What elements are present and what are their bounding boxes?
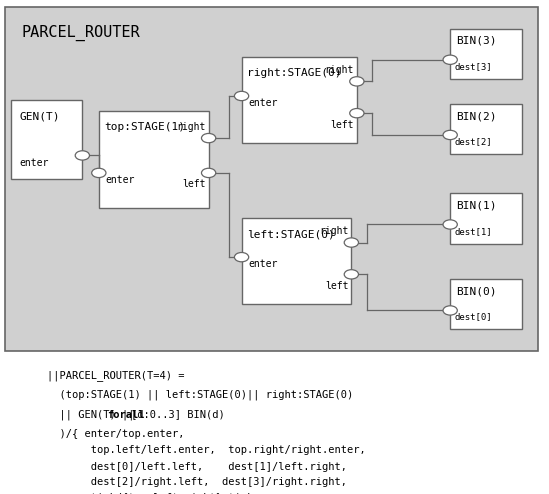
FancyBboxPatch shape [450,194,522,244]
Circle shape [234,91,249,101]
Text: enter: enter [248,259,278,269]
Text: dest[0]: dest[0] [455,313,492,322]
Text: left: left [182,179,206,189]
Circle shape [344,238,358,247]
Text: [d:0..3] BIN(d): [d:0..3] BIN(d) [131,410,225,419]
FancyBboxPatch shape [450,280,522,329]
Text: BIN(2): BIN(2) [456,111,496,121]
Text: dest[2]: dest[2] [455,137,492,146]
Circle shape [92,168,106,177]
FancyBboxPatch shape [11,100,82,179]
Circle shape [201,133,216,143]
Circle shape [350,77,364,86]
Text: )/{ enter/top.enter,: )/{ enter/top.enter, [47,429,184,439]
FancyBboxPatch shape [242,57,357,143]
Text: (top:STAGE(1) || left:STAGE(0)|| right:STAGE(0): (top:STAGE(1) || left:STAGE(0)|| right:S… [47,390,353,400]
Text: ||PARCEL_ROUTER(T=4) =: ||PARCEL_ROUTER(T=4) = [47,370,184,381]
Text: top:STAGE(1): top:STAGE(1) [104,122,186,132]
Text: right: right [319,226,349,236]
Text: right:STAGE(0): right:STAGE(0) [247,68,341,78]
Circle shape [443,130,457,140]
Text: dest[0]/left.left,    dest[1]/left.right,: dest[0]/left.left, dest[1]/left.right, [47,461,346,472]
Circle shape [443,55,457,64]
Circle shape [350,109,364,118]
Text: forall: forall [107,410,144,419]
Text: BIN(0): BIN(0) [456,287,496,296]
Circle shape [443,306,457,315]
FancyBboxPatch shape [242,218,351,304]
Text: dest[1]: dest[1] [455,227,492,236]
Text: dest[2]/right.left,  dest[3]/right.right,: dest[2]/right.left, dest[3]/right.right, [47,477,346,487]
Text: left: left [325,281,349,291]
Text: top.left/left.enter,  top.right/right.enter,: top.left/left.enter, top.right/right.ent… [47,445,366,454]
Text: BIN(3): BIN(3) [456,36,496,46]
FancyBboxPatch shape [450,104,522,154]
Text: enter: enter [19,158,49,167]
Text: PARCEL_ROUTER: PARCEL_ROUTER [22,25,141,41]
Text: tick/{top,left,right}.tick: tick/{top,left,right}.tick [47,493,253,494]
Circle shape [234,252,249,262]
FancyBboxPatch shape [99,111,209,208]
Circle shape [75,151,89,160]
Text: || GEN(T) ||: || GEN(T) || [47,410,141,420]
FancyBboxPatch shape [5,7,538,351]
Text: left:STAGE(0): left:STAGE(0) [247,229,335,239]
Text: right: right [324,65,354,75]
Text: left: left [330,120,354,129]
Text: GEN(T): GEN(T) [19,111,60,121]
Text: dest[3]: dest[3] [455,62,492,71]
Text: BIN(1): BIN(1) [456,201,496,210]
Text: right: right [176,122,206,132]
Circle shape [201,168,216,177]
FancyBboxPatch shape [450,29,522,79]
Text: enter: enter [105,175,135,185]
Circle shape [443,220,457,229]
Text: enter: enter [248,98,278,108]
Circle shape [344,270,358,279]
